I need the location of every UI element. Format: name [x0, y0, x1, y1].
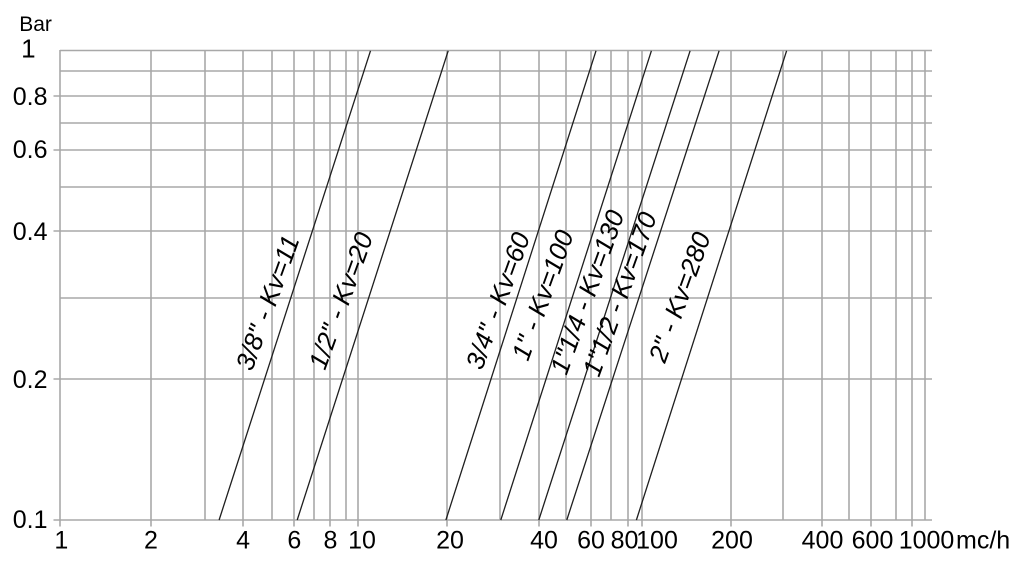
svg-text:0.6: 0.6 — [13, 136, 48, 164]
svg-text:0.4: 0.4 — [13, 218, 48, 246]
svg-text:2: 2 — [144, 527, 158, 555]
svg-text:8: 8 — [323, 527, 337, 555]
svg-text:0.2: 0.2 — [13, 366, 48, 394]
svg-text:60: 60 — [577, 527, 605, 555]
svg-text:Bar: Bar — [19, 13, 52, 36]
svg-text:4: 4 — [236, 527, 250, 555]
svg-text:1: 1 — [54, 527, 68, 555]
svg-text:80: 80 — [611, 527, 639, 555]
svg-text:100: 100 — [636, 527, 678, 555]
svg-text:40: 40 — [530, 527, 558, 555]
svg-text:10: 10 — [348, 527, 376, 555]
svg-text:200: 200 — [711, 527, 753, 555]
svg-text:0.1: 0.1 — [13, 506, 48, 534]
svg-text:mc/h: mc/h — [956, 527, 1010, 555]
svg-text:400: 400 — [802, 527, 844, 555]
svg-text:20: 20 — [436, 527, 464, 555]
svg-text:0.8: 0.8 — [13, 83, 48, 111]
svg-text:1: 1 — [21, 33, 35, 63]
svg-text:600: 600 — [852, 527, 894, 555]
svg-text:1000: 1000 — [899, 527, 955, 555]
svg-text:6: 6 — [287, 527, 301, 555]
